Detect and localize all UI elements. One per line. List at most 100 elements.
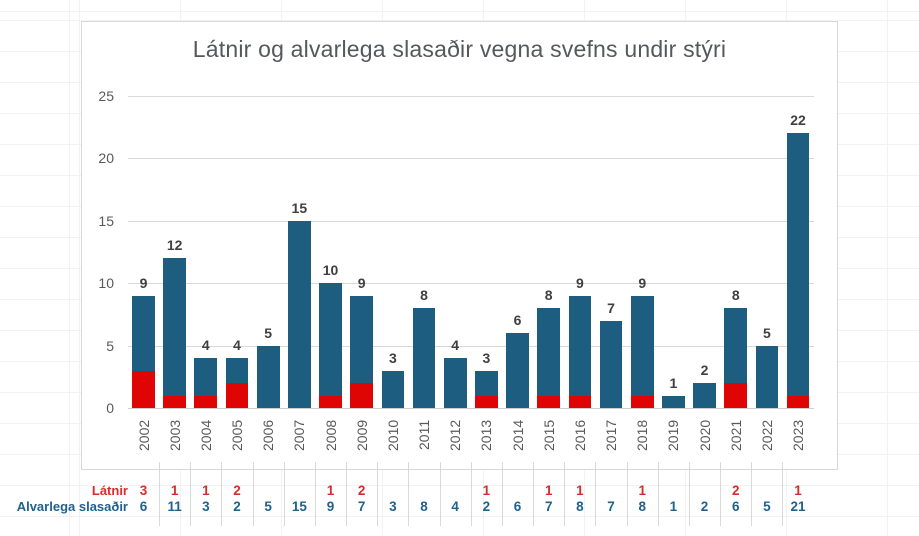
data-table-cell-alvarlega-2022: 5: [763, 499, 771, 514]
data-table-column-separator: [533, 462, 535, 526]
bar-total-label-2018: 9: [638, 274, 647, 291]
data-table-row-label-latnir: Látnir: [91, 483, 128, 498]
data-table-cell-alvarlega-2006: 5: [264, 499, 272, 514]
bar-total-label-2012: 4: [451, 337, 460, 353]
gridline-20: [128, 158, 814, 159]
data-table-column-separator: [314, 462, 316, 526]
x-axis-year-label-2021: 2021: [727, 419, 744, 451]
data-table-cell-latnir-2021: 2: [731, 483, 740, 498]
x-axis-year-label-2004: 2004: [197, 419, 214, 451]
data-table-cell-latnir-2018: 1: [638, 483, 646, 498]
data-table-cell-alvarlega-2013: 2: [482, 499, 491, 514]
data-table-cell-alvarlega-2012: 4: [451, 499, 459, 514]
data-table-column-separator: [657, 462, 659, 526]
bar-total-label-2013: 3: [482, 349, 491, 366]
data-table-column-separator: [190, 462, 192, 526]
x-axis-year-label-2007: 2007: [291, 419, 308, 451]
data-table-column-separator: [470, 462, 472, 526]
bar-total-label-2021: 8: [731, 287, 740, 303]
stacked-bar-2012: [443, 358, 467, 408]
data-table-column-separator: [501, 462, 503, 526]
bar-total-label-2009: 9: [357, 274, 366, 291]
bar-segment-alvarlega-slasadir: [786, 133, 810, 396]
bar-segment-alvarlega-slasadir: [662, 395, 685, 408]
data-table-cell-latnir-2022: [752, 483, 782, 498]
data-table-cell-alvarlega-2011: 8: [420, 499, 428, 514]
data-table-cell-alvarlega-2020: 2: [700, 499, 709, 514]
data-table-column-separator: [626, 462, 628, 526]
data-table-cell-alvarlega-2016: 8: [576, 499, 584, 514]
data-table-column-separator: [564, 462, 566, 526]
bar-total-label-2017: 7: [607, 299, 615, 316]
data-table-cell-latnir-2013: 1: [482, 483, 491, 498]
y-axis-tick-label-0: 0: [106, 400, 114, 416]
data-table-cell-alvarlega-2008: 9: [326, 499, 335, 514]
data-table-cell-latnir-2012: [440, 483, 470, 498]
x-axis-year-label-2012: 2012: [447, 419, 464, 451]
stacked-bar-2002: [132, 295, 155, 408]
stacked-bar-2017: [599, 320, 623, 408]
x-axis-year-label-2010: 2010: [384, 419, 401, 451]
data-table-cell-alvarlega-2004: 3: [202, 499, 210, 514]
stacked-bar-2006: [256, 345, 280, 408]
bar-segment-alvarlega-slasadir: [319, 283, 342, 396]
stacked-bar-2007: [288, 220, 311, 408]
data-table-cell-latnir-2015: 1: [544, 483, 553, 498]
bar-total-label-2004: 4: [201, 337, 210, 353]
bar-segment-latnir: [475, 395, 498, 408]
stacked-bar-2016: [568, 295, 592, 408]
x-axis-year-label-2009: 2009: [353, 419, 370, 451]
data-table-column-separator: [159, 462, 161, 526]
bar-segment-latnir: [194, 395, 218, 408]
stacked-bar-2009: [350, 295, 374, 408]
bar-segment-alvarlega-slasadir: [724, 308, 748, 383]
stacked-bar-2021: [724, 308, 748, 408]
stacked-bar-2004: [194, 358, 218, 408]
data-table-column-separator: [439, 462, 441, 526]
y-axis-tick-label-10: 10: [98, 275, 114, 291]
bar-segment-latnir: [630, 395, 654, 408]
stacked-bar-2023: [786, 133, 810, 408]
bar-total-label-2008: 10: [322, 262, 339, 278]
bar-segment-latnir: [350, 383, 374, 408]
gridline-25: [128, 95, 814, 97]
data-table-cell-latnir-2017: [596, 483, 626, 498]
data-table-column-separator: [408, 462, 410, 526]
bar-segment-alvarlega-slasadir: [568, 295, 592, 396]
bar-segment-alvarlega-slasadir: [132, 295, 155, 371]
data-table-cell-alvarlega-2021: 6: [731, 499, 740, 514]
bar-total-label-2011: 8: [420, 287, 428, 303]
data-table-cell-latnir-2008: 1: [326, 483, 335, 498]
data-table-cell-latnir-2010: [378, 483, 408, 498]
data-table-cell-alvarlega-2005: 2: [233, 499, 241, 514]
data-table-cell-alvarlega-2015: 7: [544, 499, 553, 514]
data-table-cell-latnir-2023: 1: [794, 483, 802, 498]
bar-total-label-2022: 5: [762, 324, 771, 341]
bar-segment-latnir: [537, 395, 561, 408]
bar-segment-alvarlega-slasadir: [412, 308, 436, 408]
data-table-cell-latnir-2007: [284, 483, 314, 498]
x-axis-year-label-2003: 2003: [166, 419, 183, 451]
bar-total-label-2002: 9: [139, 274, 148, 291]
data-table-cell-alvarlega-2003: 11: [167, 499, 182, 514]
data-table-cell-alvarlega-2007: 15: [291, 499, 307, 514]
data-table-cell-latnir-2011: [409, 483, 439, 498]
data-table-cell-latnir-2019: [658, 483, 688, 498]
bar-segment-latnir: [319, 395, 342, 408]
data-table-row-label-alvarlega-slasadir: Alvarlega slasaðir: [16, 499, 128, 514]
data-table-column-separator: [377, 462, 379, 526]
bar-total-label-2010: 3: [388, 349, 397, 366]
y-axis-tick-label-15: 15: [98, 212, 114, 229]
bar-total-label-2023: 22: [790, 112, 806, 128]
bar-total-label-2014: 6: [513, 312, 522, 328]
bar-segment-alvarlega-slasadir: [599, 320, 623, 408]
x-axis-year-label-2019: 2019: [665, 419, 682, 451]
bar-segment-alvarlega-slasadir: [537, 308, 561, 396]
data-table-cell-latnir-2020: [690, 483, 720, 498]
y-axis-tick-label-5: 5: [106, 337, 114, 354]
bar-segment-alvarlega-slasadir: [755, 345, 779, 408]
chart-title: Látnir og alvarlega slasaðir vegna svefn…: [192, 36, 727, 62]
x-axis-year-label-2002: 2002: [135, 419, 152, 451]
y-axis-tick-label-20: 20: [98, 150, 114, 166]
data-table-cell-latnir-2009: 2: [357, 483, 366, 498]
